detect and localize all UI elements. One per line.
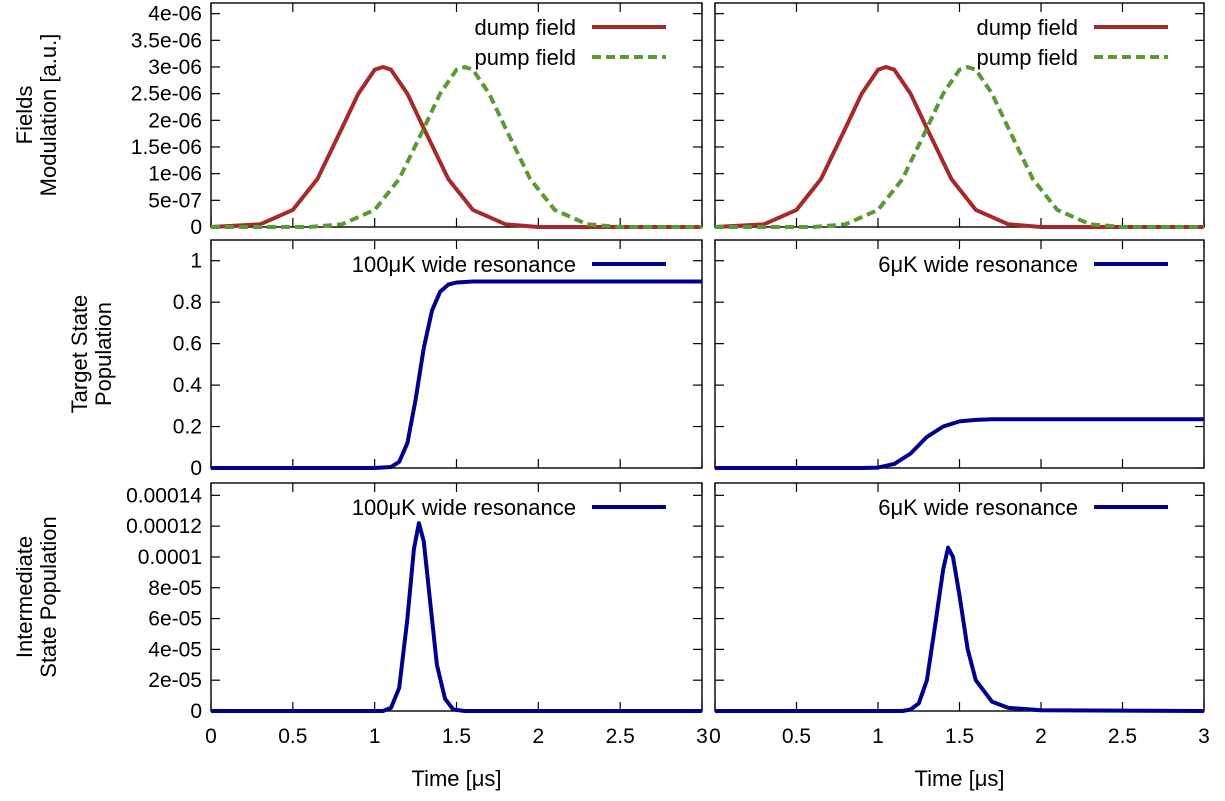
x-axis-label: Time [μs] [411,766,501,791]
legend-label: 6μK wide resonance [878,252,1078,277]
y-tick-label: 0.4 [173,374,203,397]
panel-row2-right: 6μK wide resonance [714,239,1205,470]
x-tick-label: 1.5 [945,725,974,748]
y-tick-label: 2e-06 [148,109,202,132]
y-axis-label: Fields [12,86,37,145]
series-line [715,65,1204,229]
y-tick-label: 3e-06 [148,56,202,79]
series-line [715,417,1204,470]
y-tick-label: 1.5e-06 [131,136,202,159]
series-line [210,65,702,229]
y-axis-label: Intermediate [12,536,37,658]
x-axis-label: Time [μs] [914,766,1004,791]
panel-row1-left: 0 5e-07 1e-06 1.5e-06 2e-06 2.5e-06 3e-06 3.5e-… [12,2,703,239]
series-line [715,545,1205,713]
x-tick-label: 0.5 [278,725,307,748]
x-tick-label: 2 [1035,725,1047,748]
y-tick-label: 0.8 [173,291,202,314]
legend-label: dump field [474,15,576,40]
y-tick-label: 0 [190,700,202,723]
x-tick-label: 0.5 [782,725,811,748]
y-tick-label: 5e-07 [148,189,202,212]
x-tick-label: 0 [205,725,217,748]
y-tick-label: 0.00014 [126,484,202,507]
legend-label: pump field [976,45,1078,70]
legend-label: 100μK wide resonance [352,495,576,520]
panel-row3-right: 0 0.5 1 1.5 2 2.5 3 6μK wide resonance Time [μs] [709,482,1210,791]
plot-frame [210,239,703,469]
y-tick-label: 1e-06 [148,163,202,186]
series-line [211,65,702,229]
x-tick-label: 0 [709,725,721,748]
y-tick-label: 4e-05 [148,638,202,661]
x-tick-label: 2 [532,725,544,748]
y-tick-label: 0 [190,216,202,239]
y-tick-label: 3.5e-06 [131,29,202,52]
x-tick-label: 1 [369,725,381,748]
plot-frame [714,239,1205,469]
y-tick-label: 2e-05 [148,669,202,692]
y-axis-label: Target State [67,295,92,414]
x-tick-label: 3 [696,725,708,748]
y-tick-label: 2.5e-06 [131,83,202,106]
legend-label: 6μK wide resonance [878,495,1078,520]
y-tick-label: 1 [190,250,202,273]
panel-row3-left: 0 2e-05 4e-05 6e-05 8e-05 0.0001 0.00012 0.0001… [12,482,708,791]
y-tick-label: 0 [190,457,202,480]
x-tick-label: 2.5 [1108,725,1137,748]
y-tick-label: 8e-05 [148,577,202,600]
x-tick-label: 1 [872,725,884,748]
y-axis-label: State Population [36,516,61,677]
series-line [211,521,702,713]
plot-frame [210,2,703,228]
y-axis-label: Population [91,302,116,406]
y-tick-label: 4e-06 [148,3,202,26]
legend-label: pump field [474,45,576,70]
panel-row2-left: 0 0.2 0.4 0.6 0.8 1 100μK wide resonance Target… [67,239,703,480]
panel-row1-right: dump field pump field [714,2,1205,229]
y-tick-label: 0.2 [173,416,202,439]
series-line [714,65,1204,229]
plot-frame [210,482,703,712]
x-tick-label: 2.5 [606,725,635,748]
x-tick-label: 3 [1198,725,1210,748]
x-tick-label: 1.5 [442,725,471,748]
y-tick-label: 0.00012 [126,515,202,538]
y-axis-label: Modulation [a.u.] [36,34,61,197]
y-tick-label: 0.0001 [138,546,202,569]
series-line [211,279,702,470]
legend-label: dump field [976,15,1078,40]
plot-frame [714,2,1205,228]
y-tick-label: 6e-05 [148,608,202,631]
y-tick-label: 0.6 [173,333,202,356]
legend-label: 100μK wide resonance [352,252,576,277]
